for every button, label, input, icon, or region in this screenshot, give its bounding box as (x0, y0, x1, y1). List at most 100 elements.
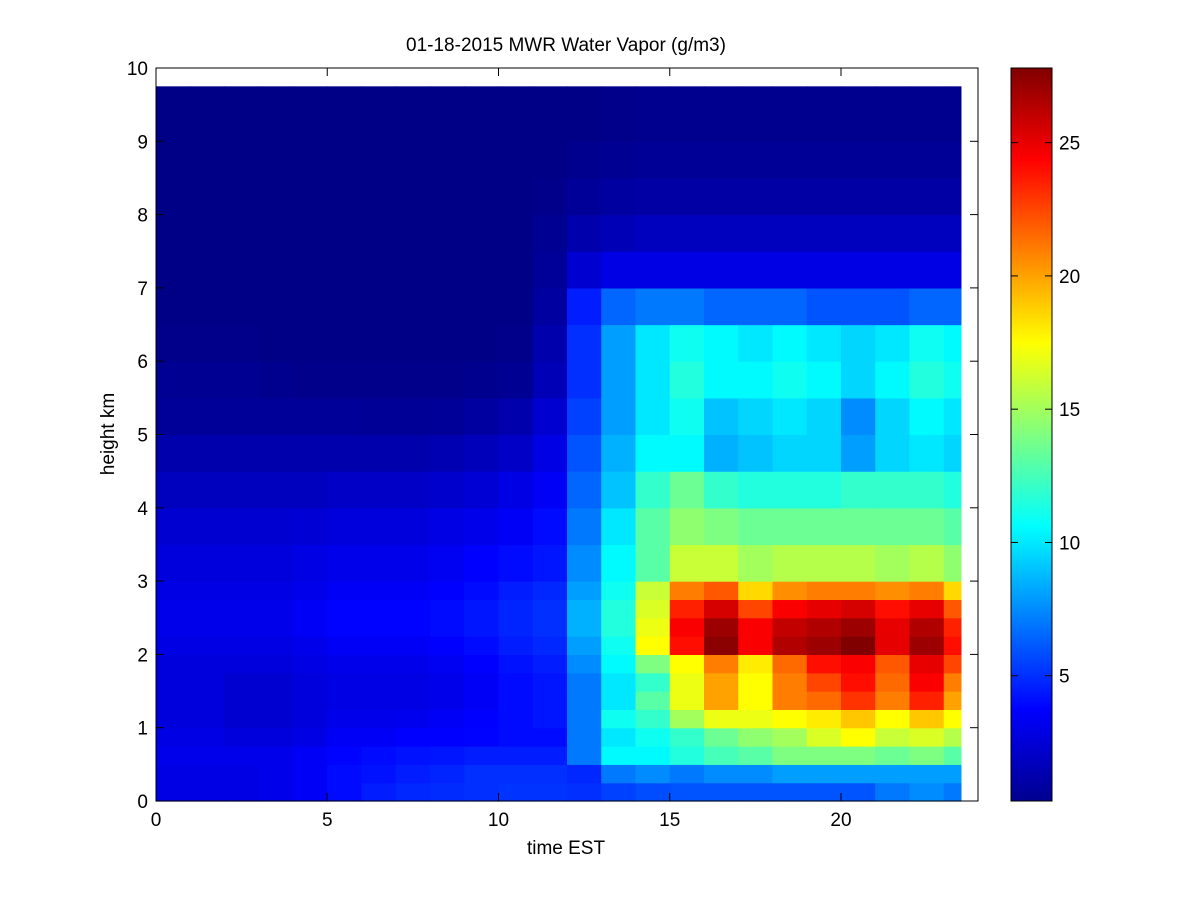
heatmap-cell (704, 324, 739, 362)
heatmap-cell (669, 324, 705, 362)
heatmap-cell (395, 324, 431, 362)
heatmap-cell (567, 214, 602, 252)
heatmap-cell (361, 214, 397, 252)
heatmap-cell (841, 251, 876, 289)
heatmap-cell (464, 324, 500, 362)
heatmap-cell (943, 764, 962, 784)
heatmap-cell (704, 691, 739, 710)
heatmap-cell (430, 434, 465, 472)
heatmap-cell (772, 691, 808, 710)
heatmap-cell (635, 86, 671, 142)
heatmap-cell (635, 672, 671, 692)
heatmap-cell (156, 709, 191, 729)
heatmap-cell (498, 397, 534, 436)
heatmap-cell (738, 617, 774, 637)
heatmap-cell (772, 397, 808, 436)
heatmap-cell (395, 471, 431, 509)
heatmap-cell (498, 709, 534, 729)
heatmap-cell (224, 581, 260, 601)
heatmap-cell (190, 691, 226, 710)
heatmap-cell (293, 764, 328, 784)
x-tick-label: 5 (322, 810, 333, 831)
heatmap-cell (601, 672, 637, 692)
heatmap-cell (943, 141, 962, 179)
heatmap-cell (601, 654, 637, 674)
heatmap-cell (327, 691, 363, 710)
heatmap-cell (635, 287, 671, 326)
heatmap-cell (909, 397, 945, 436)
heatmap-cell (258, 251, 294, 289)
heatmap-cell (704, 599, 739, 619)
heatmap-cell (875, 764, 911, 784)
heatmap-cell (841, 397, 876, 436)
heatmap-cell (498, 654, 534, 674)
heatmap-cell (601, 544, 637, 582)
heatmap-cell (224, 471, 260, 509)
heatmap-cell (806, 672, 842, 692)
heatmap-cell (943, 251, 962, 289)
heatmap-cell (293, 782, 328, 802)
heatmap-cell (669, 782, 705, 802)
heatmap-cell (841, 507, 876, 546)
heatmap-cell (327, 141, 363, 179)
heatmap-cell (532, 544, 568, 582)
heatmap-cell (772, 746, 808, 765)
heatmap-cell (464, 617, 500, 637)
heatmap-cell (567, 434, 602, 472)
heatmap-cell (395, 141, 431, 179)
heatmap-cell (156, 141, 191, 179)
heatmap-cell (430, 86, 465, 142)
heatmap-cell (532, 214, 568, 252)
y-tick-label: 6 (137, 352, 148, 373)
heatmap-cell (601, 86, 637, 142)
heatmap-cell (190, 287, 226, 326)
heatmap-cell (464, 764, 500, 784)
heatmap-cell (567, 324, 602, 362)
colorbar-frame (1010, 67, 1053, 802)
heatmap-cell (909, 764, 945, 784)
heatmap-cell (258, 782, 294, 802)
heatmap-cell (601, 782, 637, 802)
heatmap-cell (635, 727, 671, 747)
heatmap-cell (841, 287, 876, 326)
heatmap-cell (532, 709, 568, 729)
heatmap-cell (498, 746, 534, 765)
heatmap-cell (258, 287, 294, 326)
heatmap-cell (909, 709, 945, 729)
heatmap-cell (669, 507, 705, 546)
heatmap-cell (772, 764, 808, 784)
heatmap-cell (361, 691, 397, 710)
heatmap-cell (704, 746, 739, 765)
heatmap-cell (635, 709, 671, 729)
plot-area: 0 5 10 15 20 0 1 2 3 4 5 6 7 8 9 10 (127, 59, 979, 831)
heatmap-cell (875, 177, 911, 216)
heatmap-cell (601, 397, 637, 436)
heatmap-cell (704, 672, 739, 692)
heatmap-cell (601, 177, 637, 216)
heatmap-cell (909, 636, 945, 655)
heatmap-cell (361, 141, 397, 179)
heatmap-cell (156, 764, 191, 784)
heatmap-cell (601, 617, 637, 637)
heatmap-cell (190, 86, 226, 142)
heatmap-cell (258, 764, 294, 784)
heatmap-cell (772, 434, 808, 472)
heatmap-cell (635, 361, 671, 399)
heatmap-cell (704, 361, 739, 399)
heatmap-cell (190, 141, 226, 179)
y-tick-label: 5 (137, 426, 148, 447)
colorbar-tick-label: 20 (1059, 267, 1080, 288)
heatmap-cell (738, 397, 774, 436)
heatmap-cell (635, 782, 671, 802)
heatmap-cell (567, 471, 602, 509)
heatmap-cell (806, 287, 842, 326)
heatmap-cell (875, 397, 911, 436)
heatmap-cell (772, 251, 808, 289)
heatmap-cell (704, 654, 739, 674)
heatmap-cell (224, 324, 260, 362)
heatmap-cell (841, 544, 876, 582)
heatmap-cell (567, 141, 602, 179)
heatmap-cell (738, 709, 774, 729)
heatmap-cell (909, 287, 945, 326)
